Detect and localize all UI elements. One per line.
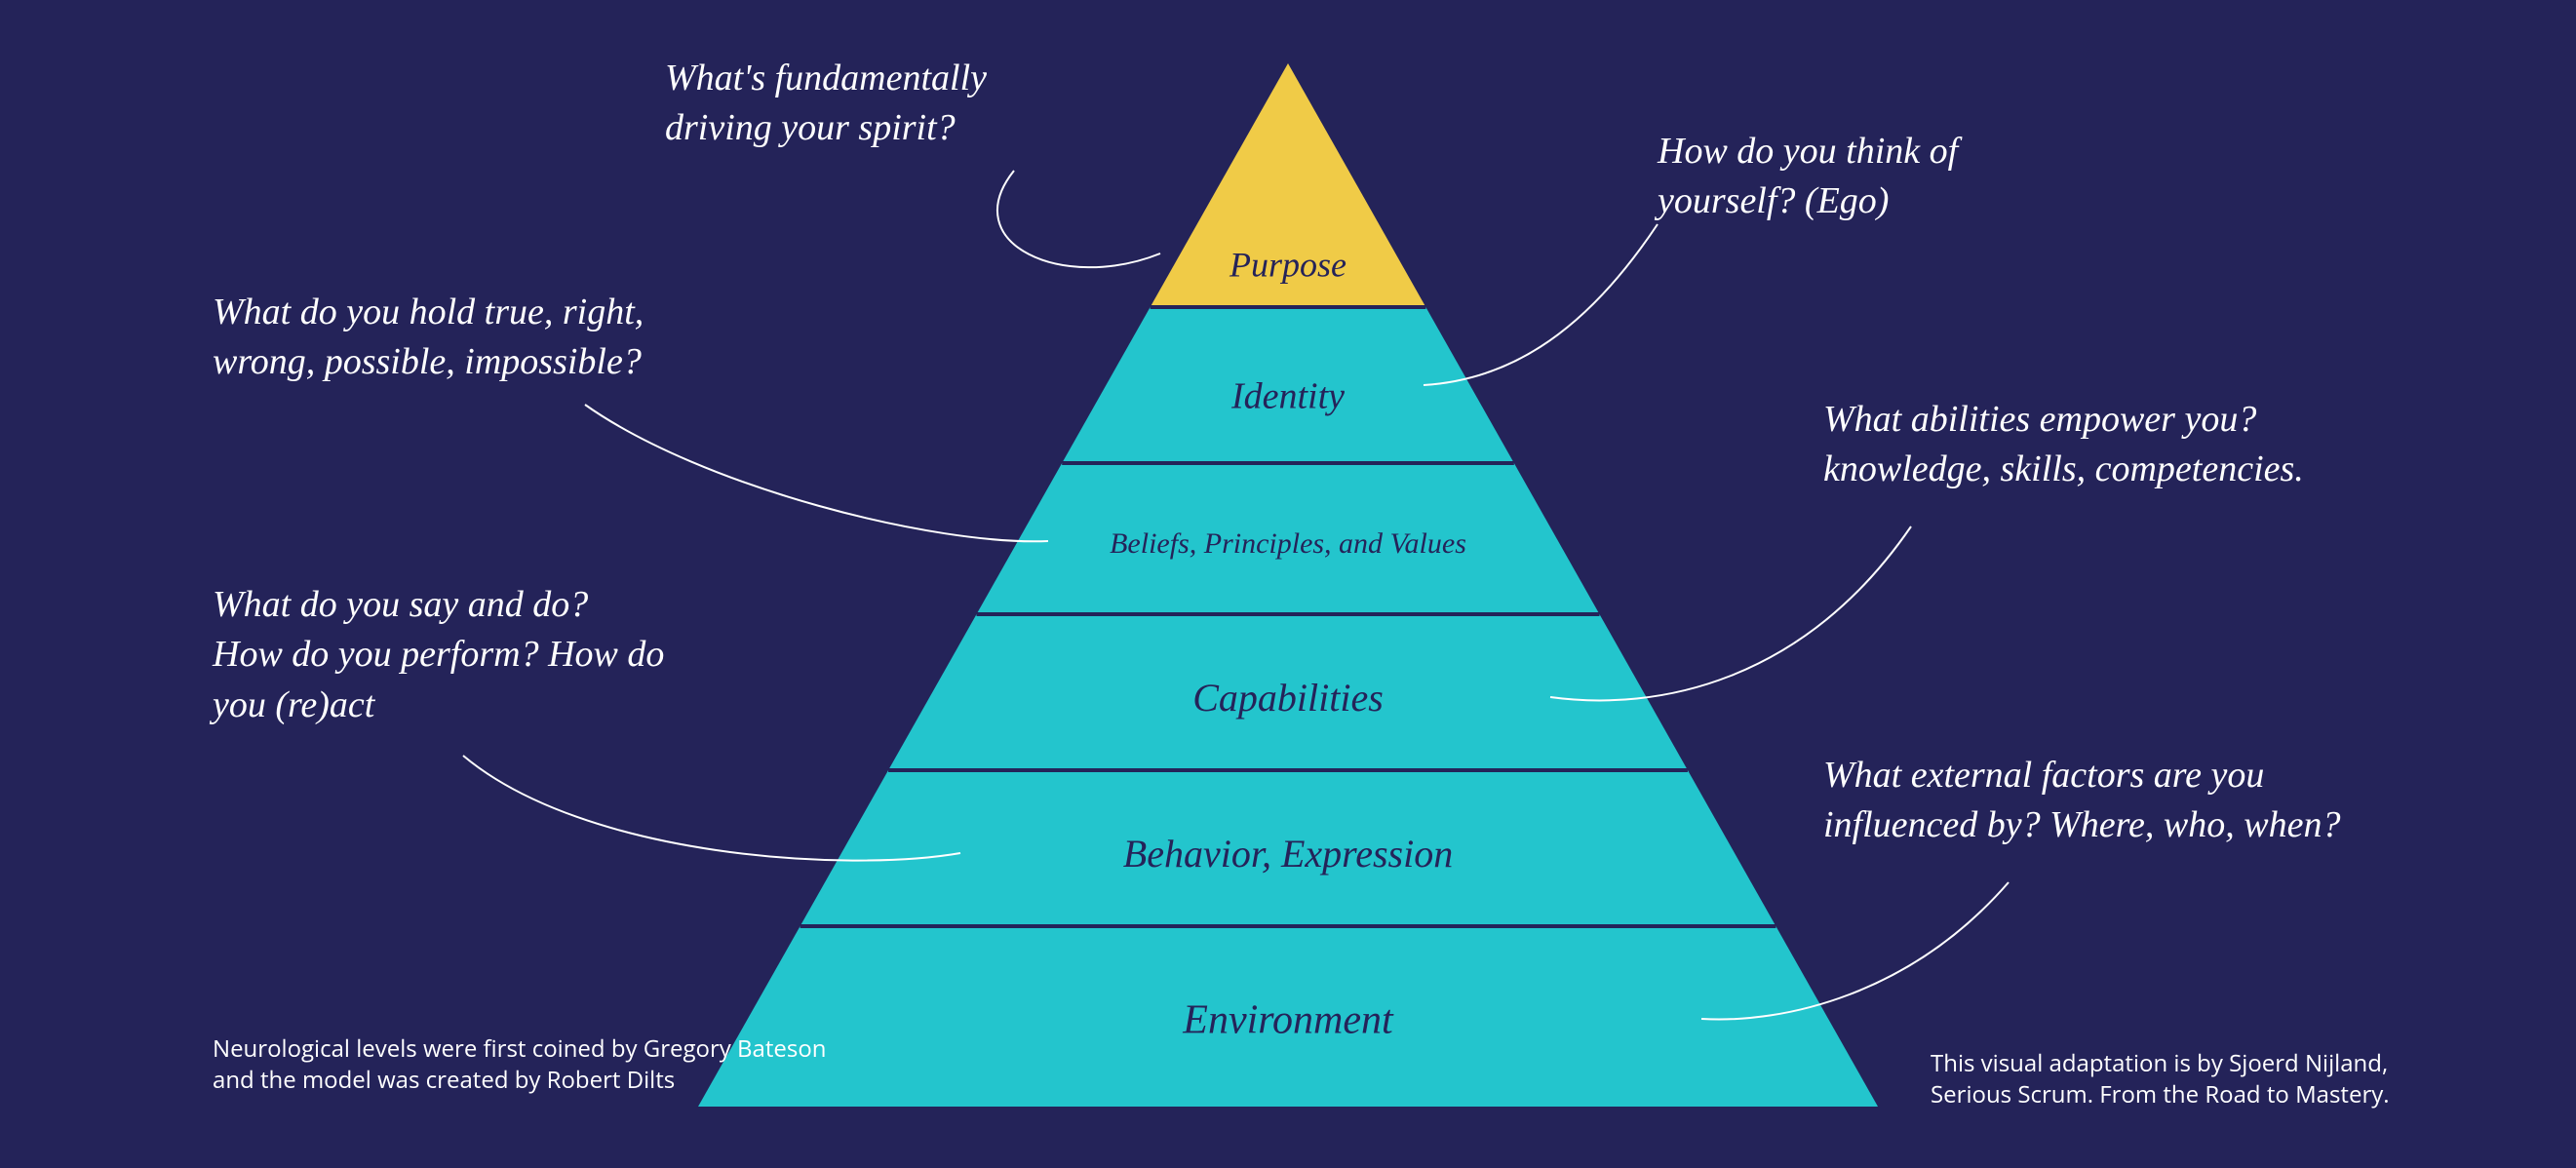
connector-identity [1424, 224, 1658, 385]
credit-right: This visual adaptation is by Sjoerd Nijl… [1931, 1048, 2390, 1111]
connector-beliefs [585, 405, 1048, 541]
annotation-capabilities: What abilities empower you? knowledge, s… [1823, 395, 2304, 495]
pyramid-label-5: Environment [1182, 998, 1394, 1043]
pyramid-label-2: Beliefs, Principles, and Values [1110, 527, 1466, 560]
pyramid-label-3: Capabilities [1192, 676, 1384, 720]
annotation-behavior: What do you say and do? How do you perfo… [213, 580, 664, 730]
credit-left: Neurological levels were first coined by… [213, 1033, 827, 1097]
pyramid-label-0: Purpose [1229, 245, 1347, 284]
annotation-beliefs: What do you hold true, right, wrong, pos… [213, 288, 644, 388]
annotation-identity: How do you think of yourself? (Ego) [1658, 127, 1958, 227]
pyramid-label-1: Identity [1230, 376, 1345, 417]
connector-purpose [997, 171, 1160, 267]
pyramid-label-4: Behavior, Expression [1123, 832, 1453, 876]
annotation-purpose: What's fundamentally driving your spirit… [665, 54, 987, 154]
annotation-environment: What external factors are you influenced… [1823, 751, 2340, 851]
